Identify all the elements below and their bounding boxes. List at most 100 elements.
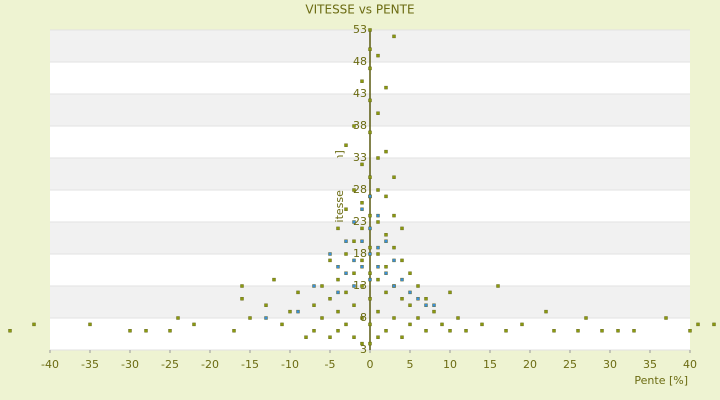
point xyxy=(376,156,380,160)
point xyxy=(384,233,388,237)
point xyxy=(88,322,92,327)
point xyxy=(368,322,372,327)
point xyxy=(616,329,620,333)
point xyxy=(312,329,316,333)
point xyxy=(448,290,452,295)
point xyxy=(376,111,380,115)
point xyxy=(264,316,268,320)
point xyxy=(336,290,340,295)
point xyxy=(368,341,372,346)
point xyxy=(368,252,372,256)
point xyxy=(408,271,412,275)
point xyxy=(400,226,404,231)
point xyxy=(368,175,372,179)
x-axis-title: Pente [%] xyxy=(634,374,688,387)
point xyxy=(376,277,380,282)
point xyxy=(424,329,428,333)
point xyxy=(296,290,300,295)
point xyxy=(312,284,316,288)
point xyxy=(368,98,372,103)
x-tick-label: 40 xyxy=(683,358,697,371)
point xyxy=(360,265,364,269)
point xyxy=(360,201,364,205)
point xyxy=(576,329,580,333)
point xyxy=(384,239,388,243)
point xyxy=(392,258,396,263)
point xyxy=(368,213,372,218)
point xyxy=(368,66,372,71)
point xyxy=(504,329,508,333)
point xyxy=(448,329,452,333)
point xyxy=(496,284,500,288)
y-tick-label: 23 xyxy=(353,215,367,228)
point xyxy=(360,239,364,243)
point xyxy=(336,265,340,269)
point xyxy=(360,162,364,167)
point xyxy=(344,322,348,327)
point xyxy=(344,290,348,295)
x-tick-label: 25 xyxy=(563,358,577,371)
point xyxy=(360,316,364,320)
point xyxy=(288,309,292,314)
point xyxy=(320,284,324,288)
point xyxy=(392,284,396,288)
point xyxy=(384,271,388,275)
point xyxy=(368,297,372,301)
point xyxy=(352,124,356,128)
x-tick-label: -15 xyxy=(241,358,259,371)
point xyxy=(128,329,132,333)
point xyxy=(312,303,316,307)
point xyxy=(240,284,244,288)
point xyxy=(232,329,236,333)
point xyxy=(352,303,356,307)
point xyxy=(416,297,420,301)
point xyxy=(248,316,252,320)
point xyxy=(360,79,364,83)
point xyxy=(368,277,372,282)
point xyxy=(376,53,380,58)
point xyxy=(392,34,396,39)
point xyxy=(352,258,356,263)
chart-title: VITESSE vs PENTE xyxy=(305,3,414,17)
point xyxy=(384,149,388,154)
x-tick-label: -30 xyxy=(121,358,139,371)
point xyxy=(464,329,468,333)
point xyxy=(664,316,668,320)
x-tick-label: -25 xyxy=(161,358,179,371)
y-tick-label: 13 xyxy=(353,279,367,292)
point xyxy=(400,258,404,263)
point xyxy=(376,213,380,218)
point xyxy=(328,258,332,263)
y-tick-label: 28 xyxy=(353,183,367,196)
point xyxy=(344,252,348,256)
point xyxy=(384,194,388,199)
point xyxy=(32,322,36,327)
point xyxy=(688,329,692,333)
point xyxy=(392,245,396,250)
point xyxy=(240,297,244,301)
point xyxy=(336,329,340,333)
point xyxy=(360,226,364,231)
point xyxy=(344,207,348,211)
y-tick-label: 33 xyxy=(353,151,367,164)
x-tick-label: -10 xyxy=(281,358,299,371)
point xyxy=(416,284,420,288)
point xyxy=(400,297,404,301)
point xyxy=(368,47,372,51)
point xyxy=(456,316,460,320)
x-tick-label: 30 xyxy=(603,358,617,371)
point xyxy=(352,271,356,275)
x-tick-label: -40 xyxy=(41,358,59,371)
point xyxy=(384,290,388,295)
point xyxy=(272,277,276,282)
point xyxy=(368,245,372,250)
point xyxy=(696,322,700,327)
point xyxy=(432,309,436,314)
point xyxy=(384,329,388,333)
point xyxy=(352,220,356,224)
point xyxy=(360,207,364,211)
x-tick-label: 10 xyxy=(443,358,457,371)
x-tick-label: 35 xyxy=(643,358,657,371)
point xyxy=(360,284,364,288)
point xyxy=(352,239,356,243)
